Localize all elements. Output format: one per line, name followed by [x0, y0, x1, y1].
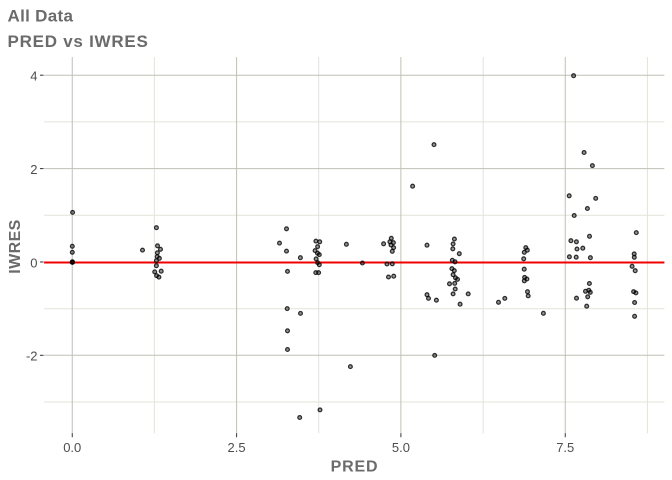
- svg-text:0.0: 0.0: [63, 440, 81, 455]
- svg-text:-2: -2: [26, 349, 38, 364]
- svg-text:IWRES: IWRES: [7, 219, 24, 273]
- svg-text:2.5: 2.5: [228, 440, 246, 455]
- svg-text:5.0: 5.0: [392, 440, 410, 455]
- svg-text:0: 0: [30, 255, 37, 270]
- svg-text:PRED: PRED: [331, 458, 379, 475]
- svg-text:All Data: All Data: [8, 7, 74, 26]
- svg-text:4: 4: [30, 69, 37, 84]
- svg-text:PRED vs IWRES: PRED vs IWRES: [8, 32, 149, 51]
- svg-text:7.5: 7.5: [556, 440, 574, 455]
- svg-text:2: 2: [30, 162, 37, 177]
